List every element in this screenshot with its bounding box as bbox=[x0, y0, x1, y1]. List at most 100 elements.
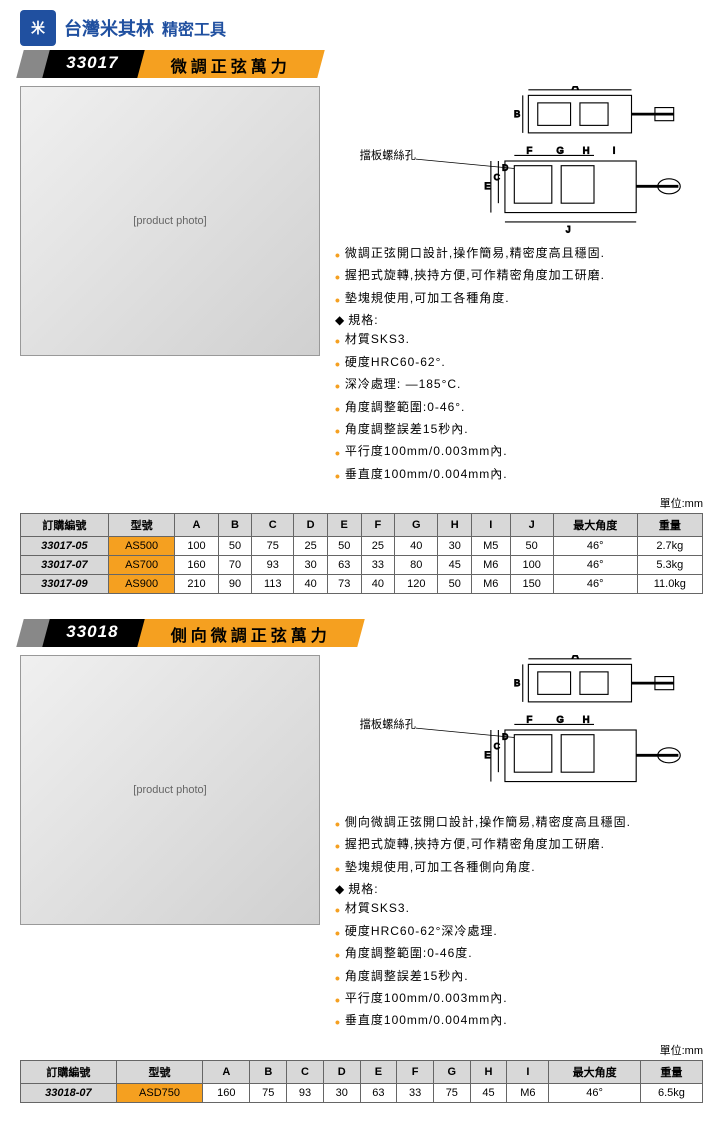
table-cell: 120 bbox=[395, 575, 438, 594]
bullet-text: 握把式旋轉,挾持方便,可作精密角度加工研磨. bbox=[345, 266, 605, 285]
product-code: 33018 bbox=[42, 619, 147, 647]
table-header: A bbox=[175, 514, 218, 537]
table-cell: 33018-07 bbox=[21, 1083, 117, 1102]
table-header: 重量 bbox=[640, 1060, 702, 1083]
spec-bullet: •材質SKS3. bbox=[335, 899, 703, 921]
table-header: B bbox=[218, 514, 252, 537]
table-header: C bbox=[287, 1060, 324, 1083]
table-header: 重量 bbox=[637, 514, 702, 537]
unit-label: 單位:mm bbox=[20, 1042, 703, 1058]
table-cell: 100 bbox=[175, 537, 218, 556]
table-cell: 113 bbox=[252, 575, 294, 594]
spec-text: 硬度HRC60-62°. bbox=[345, 353, 446, 372]
table-cell: 73 bbox=[327, 575, 361, 594]
page: 米 台灣米其林 精密工具 33017 微調正弦萬力 [product photo… bbox=[0, 0, 723, 1138]
product-code: 33017 bbox=[42, 50, 147, 78]
table-header: G bbox=[433, 1060, 470, 1083]
table-cell: 50 bbox=[327, 537, 361, 556]
spec-text: 垂直度100mm/0.004mm內. bbox=[345, 465, 508, 484]
table-row: 33018-07ASD75016075933063337545M646°6.5k… bbox=[21, 1083, 703, 1102]
svg-text:B: B bbox=[514, 109, 520, 119]
table-cell: 210 bbox=[175, 575, 218, 594]
table-header: 最大角度 bbox=[553, 514, 637, 537]
table-cell: 75 bbox=[250, 1083, 287, 1102]
table-cell: ASD750 bbox=[116, 1083, 202, 1102]
bullet-text: 側向微調正弦開口設計,操作簡易,精密度高且穩固. bbox=[345, 813, 631, 832]
table-cell: 46° bbox=[553, 575, 637, 594]
table-cell: 11.0kg bbox=[637, 575, 702, 594]
table-cell: 70 bbox=[218, 556, 252, 575]
bullet-dot-icon: • bbox=[335, 266, 341, 288]
content-row: [product photo] A B E C D bbox=[20, 86, 703, 487]
spec-text: 角度調整誤差15秒內. bbox=[345, 967, 469, 986]
bullets-list: •側向微調正弦開口設計,操作簡易,精密度高且穩固.•握把式旋轉,挾持方便,可作精… bbox=[335, 813, 703, 1034]
table-cell: 45 bbox=[438, 556, 472, 575]
table-header: F bbox=[361, 514, 395, 537]
svg-text:H: H bbox=[583, 715, 590, 725]
svg-text:G: G bbox=[557, 715, 564, 725]
spec-bullet: •硬度HRC60-62°. bbox=[335, 353, 703, 375]
table-header-row: 訂購編號型號ABCDEFGHIJ最大角度重量 bbox=[21, 514, 703, 537]
table-cell: AS500 bbox=[108, 537, 175, 556]
product-photo: [product photo] bbox=[20, 86, 320, 356]
table-cell: 46° bbox=[553, 537, 637, 556]
spec-header: ◆規格: bbox=[335, 880, 703, 899]
table-cell: 5.3kg bbox=[637, 556, 702, 575]
table-cell: 25 bbox=[294, 537, 328, 556]
bullet-dot-icon: • bbox=[335, 813, 341, 835]
spec-text: 平行度100mm/0.003mm內. bbox=[345, 989, 508, 1008]
logo-icon: 米 bbox=[20, 10, 56, 46]
table-cell: 100 bbox=[510, 556, 553, 575]
spec-text: 深冷處理: —185°C. bbox=[345, 375, 462, 394]
table-cell: 90 bbox=[218, 575, 252, 594]
table-cell: 33 bbox=[361, 556, 395, 575]
table-header: H bbox=[470, 1060, 507, 1083]
photo-column: [product photo] bbox=[20, 86, 320, 487]
photo-column: [product photo] bbox=[20, 655, 320, 1034]
bullet-dot-icon: • bbox=[335, 244, 341, 266]
table-cell: 46° bbox=[553, 556, 637, 575]
table-cell: 30 bbox=[294, 556, 328, 575]
table-cell: M6 bbox=[507, 1083, 549, 1102]
diamond-icon: ◆ bbox=[335, 880, 345, 899]
bullet-dot-icon: • bbox=[335, 944, 341, 966]
spec-bullet: •角度調整誤差15秒內. bbox=[335, 967, 703, 989]
table-cell: 80 bbox=[395, 556, 438, 575]
table-cell: 75 bbox=[252, 537, 294, 556]
section-title-bar: 33018 側向微調正弦萬力 bbox=[20, 619, 703, 647]
table-cell: M6 bbox=[472, 575, 510, 594]
spec-text: 材質SKS3. bbox=[345, 330, 410, 349]
feature-bullet: •側向微調正弦開口設計,操作簡易,精密度高且穩固. bbox=[335, 813, 703, 835]
spec-bullet: •垂直度100mm/0.004mm內. bbox=[335, 1011, 703, 1033]
bullet-text: 握把式旋轉,挾持方便,可作精密角度加工研磨. bbox=[345, 835, 605, 854]
svg-text:F: F bbox=[527, 146, 533, 156]
svg-text:A: A bbox=[572, 86, 579, 91]
spec-text: 垂直度100mm/0.004mm內. bbox=[345, 1011, 508, 1030]
table-cell: 33017-09 bbox=[21, 575, 109, 594]
diamond-icon: ◆ bbox=[335, 311, 345, 330]
diagram-label: 擋板螺絲孔 bbox=[360, 717, 416, 731]
table-header: G bbox=[395, 514, 438, 537]
svg-text:H: H bbox=[583, 146, 590, 156]
unit-label: 單位:mm bbox=[20, 495, 703, 511]
technical-diagram: A B E C D F G H J I 擋板螺絲孔 bbox=[335, 86, 703, 236]
feature-bullet: •微調正弦開口設計,操作簡易,精密度高且穩固. bbox=[335, 244, 703, 266]
bullet-dot-icon: • bbox=[335, 465, 341, 487]
svg-text:C: C bbox=[494, 741, 500, 751]
table-header-row: 訂購編號型號ABCDEFGHI最大角度重量 bbox=[21, 1060, 703, 1083]
table-cell: 30 bbox=[323, 1083, 360, 1102]
spec-bullet: •深冷處理: —185°C. bbox=[335, 375, 703, 397]
table-cell: 93 bbox=[252, 556, 294, 575]
spec-text: 角度調整範圍:0-46度. bbox=[345, 944, 473, 963]
table-cell: 93 bbox=[287, 1083, 324, 1102]
svg-text:E: E bbox=[484, 750, 490, 760]
spec-bullet: •角度調整範圍:0-46度. bbox=[335, 944, 703, 966]
bullet-dot-icon: • bbox=[335, 330, 341, 352]
table-cell: 63 bbox=[327, 556, 361, 575]
table-header: 訂購編號 bbox=[21, 1060, 117, 1083]
spec-text: 平行度100mm/0.003mm內. bbox=[345, 442, 508, 461]
bullet-dot-icon: • bbox=[335, 989, 341, 1011]
table-header: J bbox=[510, 514, 553, 537]
spec-header: ◆規格: bbox=[335, 311, 703, 330]
product-photo: [product photo] bbox=[20, 655, 320, 925]
